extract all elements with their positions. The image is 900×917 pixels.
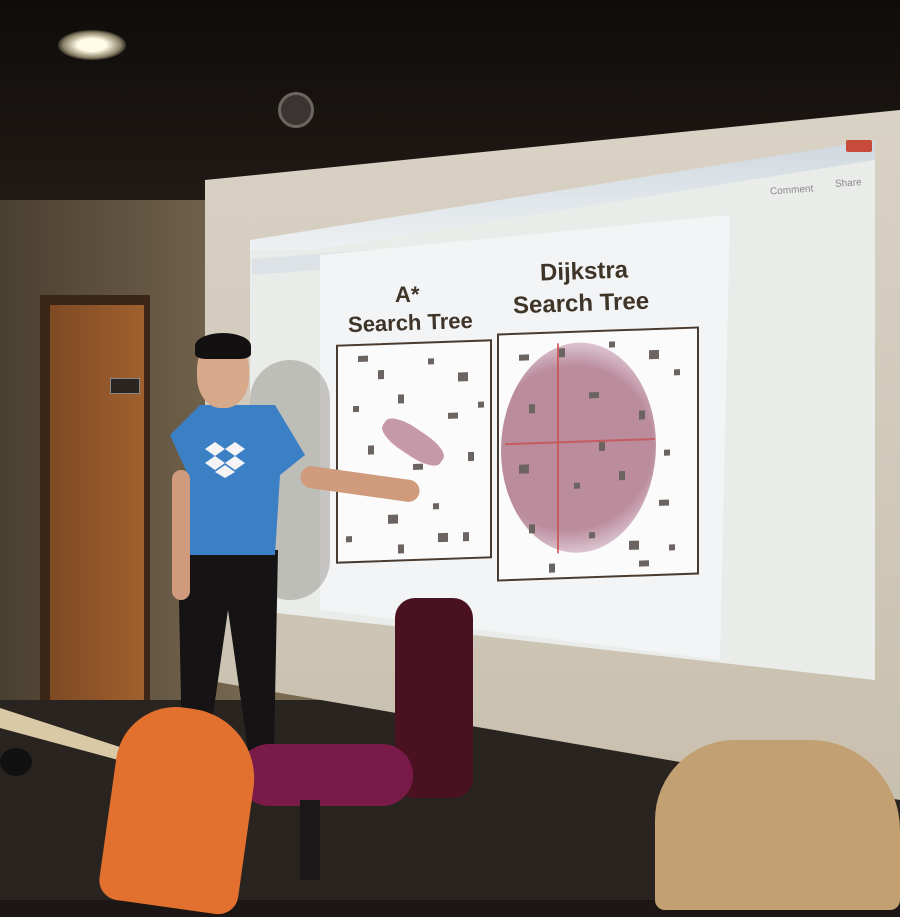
obstacle-cell: [438, 532, 448, 543]
obstacle-cell: [674, 369, 680, 376]
dijkstra-title-line1: Dijkstra: [539, 256, 629, 287]
door-sign: [110, 378, 140, 394]
obstacle-cell: [529, 404, 535, 414]
obstacle-cell: [358, 355, 368, 362]
obstacle-cell: [589, 391, 599, 399]
obstacle-cell: [398, 544, 404, 554]
obstacle-cell: [519, 354, 529, 361]
obstacle-cell: [463, 532, 469, 542]
obstacle-cell: [529, 524, 535, 534]
dropbox-icon: [205, 442, 245, 478]
obstacle-cell: [478, 401, 484, 408]
dijkstra-title-line2: Search Tree: [512, 287, 650, 320]
astar-title-line1: A*: [395, 282, 420, 307]
obstacle-cell: [639, 560, 649, 567]
spotlight: [278, 92, 314, 128]
share-link[interactable]: Share: [834, 177, 863, 190]
presenter-left-arm: [172, 470, 190, 600]
obstacle-cell: [664, 449, 670, 456]
close-icon[interactable]: [846, 140, 872, 152]
obstacle-cell: [639, 410, 645, 420]
obstacle-cell: [629, 540, 639, 550]
dijkstra-grid: [497, 326, 699, 582]
obstacle-cell: [346, 536, 352, 543]
astar-grid: [336, 339, 492, 564]
obstacle-cell: [388, 514, 398, 524]
presenter-hair: [195, 333, 251, 359]
ceiling-lamp: [58, 30, 126, 60]
obstacle-cell: [649, 349, 659, 360]
chair-beige: [655, 740, 900, 910]
obstacle-cell: [619, 471, 625, 481]
obstacle-cell: [549, 563, 555, 573]
obstacle-cell: [433, 503, 439, 510]
obstacle-cell: [559, 348, 565, 358]
obstacle-cell: [659, 499, 669, 506]
obstacle-cell: [468, 451, 474, 462]
obstacle-cell: [413, 463, 423, 471]
obstacle-cell: [669, 544, 675, 551]
dijkstra-path-vertical: [557, 343, 559, 554]
obstacle-cell: [519, 464, 529, 474]
obstacle-cell: [428, 358, 434, 365]
obstacle-cell: [378, 370, 384, 380]
chair-red-seat: [238, 744, 413, 806]
obstacle-cell: [574, 482, 580, 489]
obstacle-cell: [368, 445, 374, 455]
dijkstra-explored-region: [501, 339, 656, 556]
obstacle-cell: [589, 532, 595, 539]
chair-red-base: [300, 800, 320, 880]
door: [50, 305, 144, 705]
obstacle-cell: [398, 394, 404, 404]
astar-title-line2: Search Tree: [347, 307, 474, 338]
obstacle-cell: [353, 405, 359, 413]
obstacle-cell: [599, 441, 605, 451]
obstacle-cell: [458, 372, 468, 382]
obstacle-cell: [448, 412, 458, 419]
computer-mouse: [0, 748, 32, 776]
obstacle-cell: [609, 341, 615, 348]
